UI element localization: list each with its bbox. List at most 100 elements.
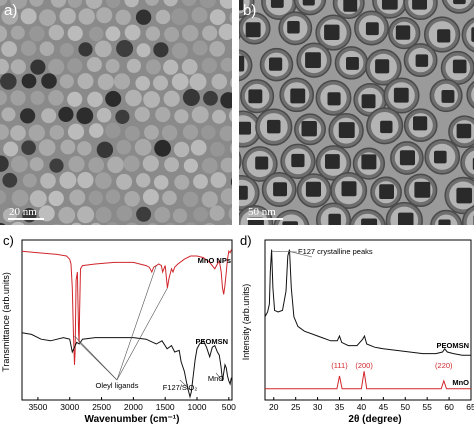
- nanoparticle: [202, 25, 218, 41]
- nanoparticle: [191, 7, 208, 24]
- nanoparticle: [164, 157, 180, 173]
- nanoparticle: [10, 0, 28, 9]
- nanoparticle: [224, 224, 231, 225]
- hollow-interior: [465, 150, 474, 175]
- plot-frame: [21, 239, 233, 401]
- nanoparticle: [20, 108, 36, 124]
- hollow-interior: [471, 87, 474, 103]
- x-tick-label: 60: [444, 402, 454, 412]
- nanoparticle: [0, 25, 8, 42]
- nanoparticle: [145, 59, 161, 75]
- nanoparticle: [182, 25, 199, 42]
- nanoparticle: [21, 73, 37, 89]
- x-tick-label: 3000: [60, 402, 79, 412]
- nanoparticle: [59, 8, 76, 25]
- nanoparticle: [59, 171, 77, 189]
- nanoparticle: [95, 172, 112, 189]
- nanoparticle: [193, 207, 208, 222]
- nanoparticle: [154, 139, 172, 157]
- x-tick-label: 3500: [28, 402, 47, 412]
- panel-letter-b: b): [243, 2, 257, 19]
- nanoparticle: [230, 177, 232, 186]
- nanoparticle: [153, 42, 169, 58]
- mno-core: [382, 0, 398, 10]
- nanoparticle: [105, 59, 120, 73]
- annotation-f127-sio2: F127/SiO₂: [163, 383, 198, 392]
- nanoparticle: [116, 173, 133, 190]
- nanoparticle: [10, 59, 26, 75]
- nanoparticle: [229, 11, 232, 24]
- nanoparticle: [164, 26, 180, 42]
- nanoparticle: [203, 90, 218, 106]
- mno-core: [324, 24, 340, 40]
- nanoparticle: [0, 73, 17, 90]
- nanoparticle: [40, 173, 56, 189]
- nanoparticle: [135, 9, 152, 25]
- nanoparticle: [78, 42, 93, 57]
- nanoparticle: [94, 40, 112, 58]
- silica-shell: [239, 151, 242, 170]
- nanoparticle: [183, 158, 198, 173]
- mno-leader-line: [215, 372, 223, 381]
- nanoparticle: [184, 222, 197, 225]
- nanoparticle: [95, 206, 112, 223]
- nanoparticle: [58, 206, 76, 224]
- nanoparticle: [48, 58, 65, 75]
- mno-core: [338, 122, 355, 138]
- scale-bar-a: [8, 218, 44, 220]
- nanoparticle: [67, 91, 83, 107]
- nanoparticle: [125, 89, 142, 107]
- nanoparticle: [48, 24, 64, 41]
- nanoparticle: [97, 73, 114, 90]
- nanoparticle: [0, 222, 6, 225]
- scale-label-b: 50 nm: [248, 206, 276, 218]
- nanoparticle: [115, 109, 130, 124]
- nanoparticle: [192, 40, 208, 56]
- mno-core: [327, 92, 341, 106]
- nanoparticle: [41, 73, 57, 89]
- mno-core: [346, 57, 359, 70]
- panel-letter-a: a): [4, 2, 18, 19]
- mno-core: [412, 0, 427, 10]
- nanoparticle: [0, 90, 7, 106]
- nanoparticle: [210, 172, 227, 188]
- mno-core: [305, 52, 321, 68]
- nanoparticle: [212, 109, 226, 124]
- nanoparticle: [87, 91, 103, 108]
- series-line-peomsn: [264, 249, 471, 356]
- mno-core: [379, 184, 394, 199]
- mno-core: [456, 123, 472, 139]
- f127-leader-line: [179, 379, 191, 391]
- mno-core: [380, 120, 393, 134]
- mno-core: [302, 0, 315, 6]
- nanoparticle: [155, 9, 171, 25]
- mno-core: [393, 87, 409, 103]
- nanoparticle: [48, 90, 64, 106]
- nanoparticle: [209, 41, 225, 57]
- mno-core: [282, 221, 298, 225]
- nanoparticle: [153, 175, 169, 190]
- nanoparticle: [11, 221, 25, 225]
- nanoparticle: [136, 43, 151, 58]
- nanoparticle: [199, 0, 216, 8]
- nanoparticle: [71, 222, 82, 225]
- nanoparticle: [124, 0, 139, 8]
- nanoparticle: [67, 0, 82, 8]
- nanoparticle: [189, 73, 207, 91]
- mno-core: [361, 94, 376, 109]
- nanoparticle: [171, 73, 189, 91]
- nanoparticle: [28, 124, 45, 141]
- mno-core: [453, 0, 466, 5]
- nanoparticle: [220, 188, 232, 205]
- x-tick-label: 55: [422, 402, 432, 412]
- nanoparticle: [60, 139, 76, 155]
- nanoparticle: [20, 40, 37, 56]
- panel-letter-c: c): [3, 233, 14, 248]
- nanoparticle: [181, 0, 197, 7]
- nanoparticle: [210, 141, 225, 157]
- series-label-mno: MnO: [452, 378, 469, 387]
- nanoparticle: [59, 43, 74, 57]
- mno-core: [301, 121, 317, 137]
- nanoparticle: [124, 24, 141, 41]
- nanoparticle: [116, 40, 134, 57]
